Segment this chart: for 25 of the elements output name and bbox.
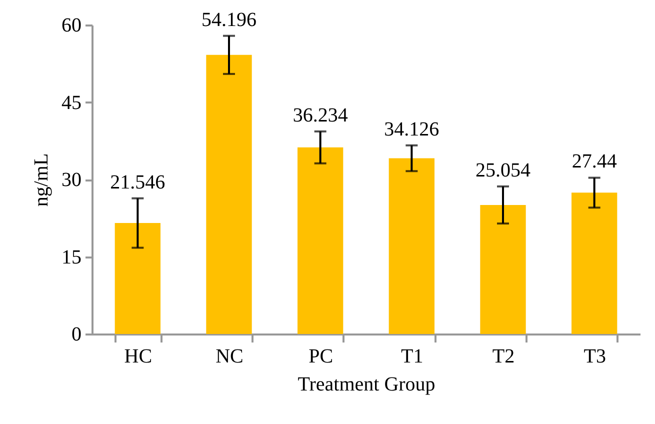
- x-tick-label: T1: [401, 346, 424, 368]
- data-label: 25.054: [476, 159, 530, 182]
- bar: [114, 223, 160, 334]
- data-label: 27.44: [572, 150, 617, 173]
- bar: [298, 147, 344, 334]
- bar: [388, 158, 434, 334]
- data-label: 36.234: [292, 104, 348, 126]
- x-axis-title: Treatment Group: [298, 374, 436, 396]
- bar: [572, 192, 618, 334]
- bar: [206, 54, 252, 334]
- data-label: 54.196: [202, 8, 256, 31]
- y-tick-label: 60: [62, 14, 82, 36]
- y-tick-label: 0: [72, 324, 82, 346]
- y-tick-label: 30: [62, 169, 82, 191]
- y-axis-title: ng/mL: [30, 153, 52, 207]
- x-tick-label: T2: [492, 346, 515, 368]
- x-tick-label: HC: [124, 346, 152, 368]
- x-tick-label: PC: [308, 346, 334, 368]
- x-tick-label: T3: [584, 346, 606, 368]
- x-tick-label: NC: [216, 346, 244, 368]
- data-label: 21.546: [110, 171, 166, 194]
- y-tick-label: 15: [62, 246, 82, 268]
- data-label: 34.126: [384, 118, 440, 140]
- y-tick-label: 45: [62, 92, 82, 114]
- bar: [480, 204, 526, 334]
